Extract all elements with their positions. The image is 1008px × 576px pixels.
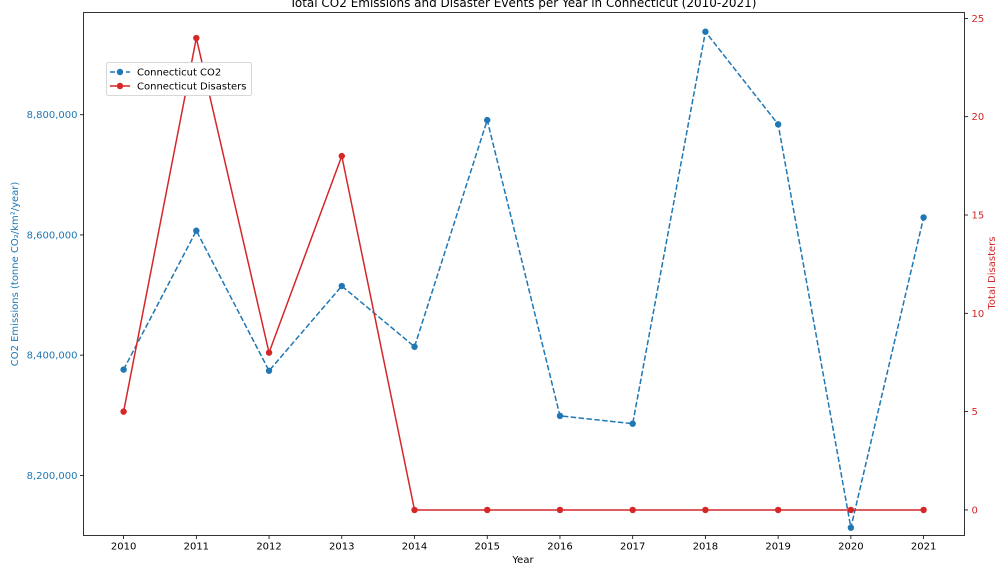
legend-disasters-marker bbox=[116, 82, 124, 90]
series-layer bbox=[120, 28, 927, 531]
disasters-point bbox=[484, 506, 491, 514]
x-tick-label: 2020 bbox=[838, 542, 863, 553]
disasters-point bbox=[774, 506, 782, 514]
disasters-series-line bbox=[122, 37, 924, 511]
right-y-tick-label: 25 bbox=[972, 14, 985, 25]
co2-point bbox=[338, 282, 345, 290]
co2-point bbox=[774, 121, 782, 128]
disasters-point bbox=[411, 506, 418, 514]
right-y-tick-label: 0 bbox=[972, 505, 978, 516]
disasters-point bbox=[193, 34, 200, 42]
disasters-point bbox=[629, 506, 636, 514]
right-y-tick-label: 15 bbox=[972, 211, 985, 222]
co2-point bbox=[629, 420, 636, 427]
right-y-axis: 0 5 10 15 20 25 bbox=[964, 14, 985, 516]
x-tick-label: 2016 bbox=[547, 542, 572, 553]
co2-point bbox=[847, 524, 855, 531]
disasters-point bbox=[920, 506, 927, 514]
co2-point bbox=[920, 214, 927, 221]
right-y-tick-label: 10 bbox=[972, 309, 985, 320]
x-tick-label: 2019 bbox=[765, 542, 790, 553]
right-y-tick-label: 5 bbox=[972, 407, 978, 418]
chart-title: Total CO2 Emissions and Disaster Events … bbox=[289, 0, 757, 10]
left-y-tick-label: 8,400,000 bbox=[27, 351, 78, 362]
legend: Connecticut CO2 Connecticut Disasters bbox=[106, 62, 252, 96]
x-tick-label: 2011 bbox=[184, 542, 209, 553]
disasters-point bbox=[120, 408, 127, 415]
disasters-point bbox=[847, 506, 855, 514]
left-y-tick-label: 8,800,000 bbox=[27, 110, 78, 121]
co2-point bbox=[556, 412, 564, 420]
co2-point bbox=[193, 227, 200, 234]
legend-co2-marker bbox=[116, 68, 124, 76]
x-tick-label: 2013 bbox=[329, 542, 354, 553]
co2-series-line bbox=[122, 30, 925, 529]
legend-disasters-label: Connecticut Disasters bbox=[137, 82, 246, 93]
x-tick-label: 2010 bbox=[111, 542, 136, 553]
x-axis: 2010 2011 2012 2013 2014 2015 2016 2017 2018 2019… bbox=[111, 535, 936, 553]
legend-co2-label: Connecticut CO2 bbox=[137, 68, 221, 79]
left-y-axis: 8,200,000 8,400,000 8,600,000 8,800,000 bbox=[27, 110, 84, 482]
left-y-tick-label: 8,600,000 bbox=[27, 230, 78, 241]
x-axis-label: Year bbox=[511, 555, 534, 566]
x-tick-label: 2015 bbox=[475, 542, 500, 553]
x-tick-label: 2012 bbox=[256, 542, 281, 553]
co2-point bbox=[484, 116, 491, 124]
plot-frame bbox=[83, 12, 965, 536]
disasters-point bbox=[702, 506, 709, 514]
x-tick-label: 2021 bbox=[911, 542, 936, 553]
x-tick-label: 2018 bbox=[693, 542, 718, 553]
disasters-point bbox=[265, 349, 273, 356]
co2-point bbox=[120, 366, 127, 373]
right-y-tick-label: 20 bbox=[972, 112, 985, 123]
disasters-point bbox=[556, 506, 564, 514]
co2-point bbox=[265, 367, 273, 374]
left-y-axis-label: CO2 Emissions (tonne CO₂/km²/year) bbox=[10, 182, 21, 367]
co2-point bbox=[702, 28, 709, 35]
co2-point bbox=[411, 343, 418, 350]
plot-border bbox=[83, 12, 965, 536]
right-y-axis-label: Total Disasters bbox=[987, 237, 998, 311]
left-y-tick-label: 8,200,000 bbox=[27, 471, 78, 482]
x-tick-label: 2014 bbox=[402, 542, 427, 553]
x-tick-label: 2017 bbox=[620, 542, 645, 553]
disasters-point bbox=[338, 152, 345, 160]
legend-box bbox=[106, 62, 252, 96]
